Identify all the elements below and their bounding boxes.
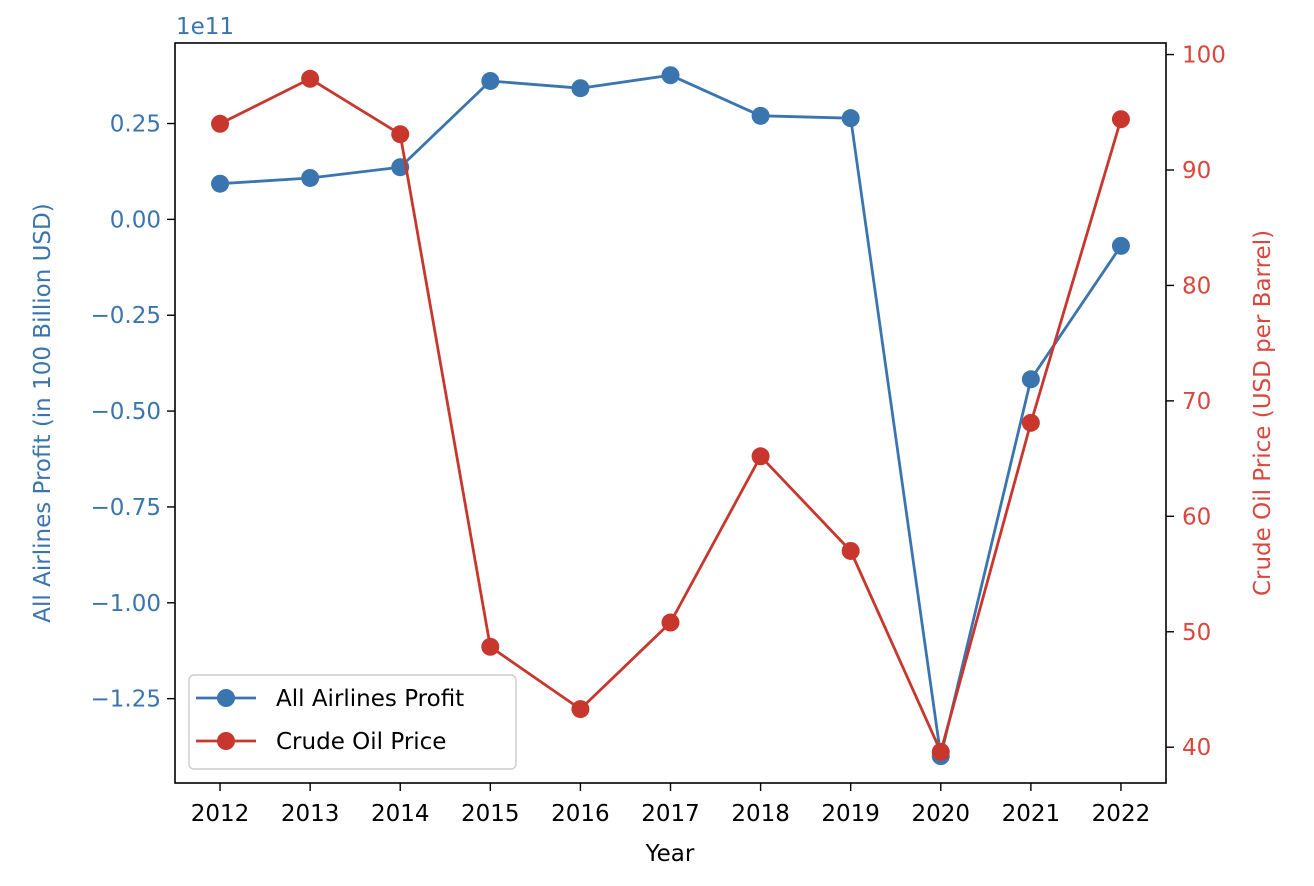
data-point-crude-oil-price (211, 114, 230, 133)
x-tick-label: 2016 (551, 801, 610, 827)
data-point-crude-oil-price (481, 637, 500, 656)
right-tick-label: 60 (1182, 504, 1211, 530)
left-tick-label: 0.25 (110, 112, 161, 138)
left-tick-label: 0.00 (110, 207, 161, 233)
left-tick-label: −1.00 (91, 591, 161, 617)
data-point-all-airlines-profit (1021, 370, 1040, 389)
right-tick-label: 50 (1182, 620, 1211, 646)
data-point-crude-oil-price (1111, 110, 1130, 129)
left-tick-label: −0.75 (91, 495, 161, 521)
series-line-all-airlines-profit (219, 73, 1123, 758)
left-tick-label: −0.50 (91, 399, 161, 425)
left-axis-offset-label: 1e11 (176, 14, 234, 40)
right-tick-label: 70 (1182, 389, 1211, 415)
data-point-all-airlines-profit (301, 168, 320, 187)
x-tick-label: 2012 (191, 801, 250, 827)
data-point-all-airlines-profit (1111, 236, 1130, 255)
right-tick-label: 100 (1182, 43, 1226, 69)
data-point-crude-oil-price (571, 700, 590, 719)
data-point-all-airlines-profit (751, 106, 770, 125)
data-point-all-airlines-profit (571, 79, 590, 98)
plot-frame (174, 42, 1167, 784)
legend: All Airlines Profit Crude Oil Price (188, 674, 517, 770)
left-y-axis-label: All Airlines Profit (in 100 Billion USD) (30, 203, 56, 622)
left-tick-label: −0.25 (91, 303, 161, 329)
series-line-crude-oil-price (219, 77, 1123, 754)
legend-label-all-airlines-profit: All Airlines Profit (276, 686, 464, 712)
left-tick-label: −1.25 (91, 687, 161, 713)
data-point-crude-oil-price (931, 742, 950, 761)
data-point-all-airlines-profit (841, 109, 860, 128)
x-tick-label: 2014 (371, 801, 430, 827)
legend-marker-all-airlines-profit (217, 689, 235, 707)
series-layer (211, 66, 1130, 766)
x-tick-label: 2013 (281, 801, 340, 827)
x-tick-label: 2019 (821, 801, 880, 827)
right-y-axis-label: Crude Oil Price (USD per Barrel) (1250, 230, 1276, 596)
right-y-axis: 40 50 60 70 80 90 100 (1166, 43, 1226, 761)
x-tick-label: 2017 (641, 801, 700, 827)
data-point-all-airlines-profit (211, 174, 230, 193)
x-tick-label: 2021 (1002, 801, 1061, 827)
x-axis: 2012 2013 2014 2015 2016 2017 2018 2019 2020 2021… (191, 783, 1150, 827)
data-point-crude-oil-price (391, 125, 410, 144)
data-point-crude-oil-price (751, 447, 770, 466)
data-point-crude-oil-price (841, 541, 860, 560)
data-point-crude-oil-price (301, 69, 320, 88)
data-point-crude-oil-price (661, 613, 680, 632)
legend-box (188, 674, 517, 770)
right-tick-label: 90 (1182, 158, 1211, 184)
data-point-crude-oil-price (1021, 413, 1040, 432)
data-point-all-airlines-profit (481, 71, 500, 90)
legend-marker-crude-oil-price (217, 732, 235, 750)
legend-label-crude-oil-price: Crude Oil Price (276, 729, 446, 755)
x-tick-label: 2022 (1092, 801, 1151, 827)
left-y-axis: 0.25 0.00 −0.25 −0.50 −0.75 −1.00 −1.25 (91, 112, 175, 713)
x-tick-label: 2015 (461, 801, 520, 827)
right-tick-label: 80 (1182, 273, 1211, 299)
x-tick-label: 2020 (911, 801, 970, 827)
data-point-all-airlines-profit (661, 66, 680, 85)
right-tick-label: 40 (1182, 735, 1211, 761)
x-axis-label: Year (645, 841, 695, 867)
x-tick-label: 2018 (731, 801, 790, 827)
